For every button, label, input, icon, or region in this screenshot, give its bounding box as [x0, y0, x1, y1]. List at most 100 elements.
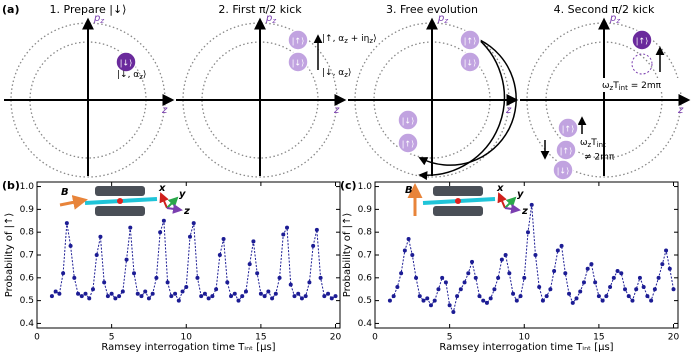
trap-electrode: [95, 206, 145, 216]
data-point: [143, 289, 148, 294]
annotation-part: z: [139, 73, 143, 81]
data-point: [596, 294, 601, 299]
data-point: [529, 202, 534, 207]
data-point: [270, 296, 275, 301]
data-point: [611, 275, 616, 280]
data-point: [578, 289, 583, 294]
x-tick-label: 0: [372, 333, 378, 343]
data-point: [72, 275, 77, 280]
data-point: [585, 266, 590, 271]
data-point: [563, 271, 568, 276]
z-axis-label: z: [505, 105, 512, 116]
data-point: [570, 300, 575, 305]
annotation-part: z: [344, 71, 348, 79]
data-point: [199, 294, 204, 299]
data-point: [307, 280, 312, 285]
data-point: [161, 218, 166, 223]
panel-label: (b): [2, 179, 20, 192]
annotation: ≠ 2mπ: [584, 153, 615, 163]
x-direction: [159, 192, 169, 209]
data-point: [288, 282, 293, 287]
trap-electrode: [433, 206, 483, 216]
data-point: [102, 280, 107, 285]
y-direction-label: y: [517, 189, 524, 200]
data-point: [496, 275, 501, 280]
data-point: [458, 287, 463, 292]
annotation-part: ⟩: [373, 34, 377, 44]
data-point: [462, 280, 467, 285]
state-ball: [287, 29, 309, 51]
state-ball: [631, 29, 653, 51]
x-tick-label: 20: [668, 333, 680, 343]
z-direction-label: z: [521, 206, 528, 217]
data-point: [660, 262, 665, 267]
data-point: [559, 243, 564, 248]
plot-frame: [374, 181, 679, 329]
data-point: [247, 262, 252, 267]
data-point: [202, 291, 207, 296]
annotation-part: z: [610, 84, 614, 92]
data-point: [255, 271, 260, 276]
data-point: [225, 280, 230, 285]
data-point: [414, 275, 419, 280]
data-point: [87, 296, 92, 301]
data-point: [428, 303, 433, 308]
data-point: [488, 296, 493, 301]
data-point: [619, 271, 624, 276]
data-point: [511, 291, 516, 296]
data-point: [57, 291, 62, 296]
data-point: [604, 294, 609, 299]
data-point: [634, 287, 639, 292]
b-label: B: [61, 187, 69, 198]
annotation-part: = 2mπ: [628, 81, 662, 91]
data-point: [285, 225, 290, 230]
data-point: [94, 253, 99, 257]
data-point: [109, 291, 114, 296]
annotation-part: T: [590, 138, 597, 148]
y-axis-label: Probability of |↑⟩: [4, 213, 15, 298]
state-ball: [552, 159, 574, 181]
data-point: [641, 284, 646, 289]
data-point: [150, 291, 155, 296]
data-point: [165, 280, 170, 285]
data-point: [447, 303, 452, 308]
state-label: |↓⟩: [557, 167, 570, 176]
data-point: [652, 287, 657, 292]
p-axis-label-part: p: [265, 13, 272, 24]
data-point: [503, 253, 508, 257]
data-point: [425, 296, 430, 301]
x-tick-label: 15: [255, 333, 266, 343]
data-point: [421, 298, 426, 303]
data-point: [83, 291, 88, 296]
data-point: [387, 298, 392, 303]
state-label: |↑⟩: [562, 125, 575, 134]
annotation-part: ω: [580, 138, 588, 148]
data-point: [477, 294, 482, 299]
ion: [117, 198, 123, 204]
state-ball: [287, 51, 309, 73]
data-point: [68, 243, 73, 248]
annotation-part: T: [612, 81, 619, 91]
y-tick-label: 0.7: [20, 251, 34, 261]
state-label: |↑⟩: [292, 37, 305, 46]
p-axis-label: pz: [93, 13, 104, 25]
y-tick-label: 0.8: [358, 228, 373, 238]
annotation: ωzTint: [580, 138, 606, 150]
data-point: [184, 284, 189, 289]
data-point: [158, 230, 163, 235]
data-point: [649, 298, 654, 303]
state-label: |↓⟩: [402, 117, 415, 126]
annotation-part: z: [344, 37, 348, 45]
data-point: [533, 253, 538, 257]
data-point: [146, 296, 151, 301]
data-point: [311, 243, 316, 248]
data-point: [296, 291, 301, 296]
y-tick-label: 0.7: [358, 251, 372, 261]
data-point: [329, 296, 334, 301]
data-point: [667, 266, 672, 271]
data-point: [540, 298, 545, 303]
data-point: [499, 257, 504, 262]
data-point: [221, 237, 226, 242]
z-axis-label: z: [161, 105, 168, 116]
data-point: [466, 271, 471, 276]
